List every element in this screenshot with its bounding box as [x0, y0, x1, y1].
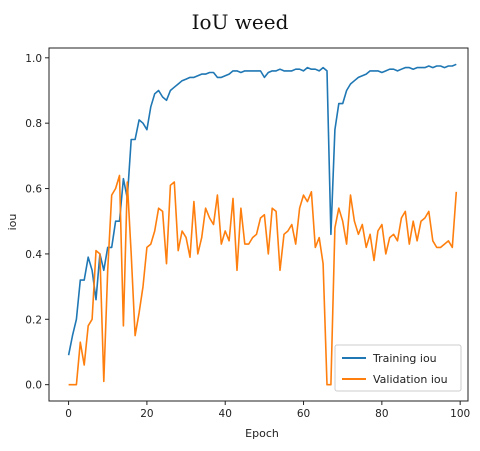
legend-label-training: Training iou: [372, 352, 437, 365]
y-tick-label: 0.8: [25, 118, 42, 130]
series-line-validation-iou: [68, 174, 458, 386]
y-tick-label: 0.2: [25, 314, 42, 326]
y-tick-label: 0.6: [25, 184, 42, 196]
series-line-training-iou: [67, 63, 457, 356]
x-tick-label: 40: [219, 408, 232, 420]
x-tick-label: 0: [65, 408, 72, 420]
y-tick-label: 0.0: [25, 380, 42, 392]
x-tick-label: 20: [140, 408, 153, 420]
plot-frame: [48, 47, 469, 402]
y-axis-label: iou: [6, 214, 19, 231]
legend-box: [334, 344, 462, 392]
x-tick-label: 100: [450, 408, 470, 420]
x-tick-label: 80: [375, 408, 388, 420]
chart-title: IoU weed: [191, 10, 289, 34]
y-tick-label: 0.4: [25, 249, 42, 261]
legend: Training iou Validation iou: [334, 344, 462, 392]
x-tick-label: 60: [297, 408, 310, 420]
x-axis-label: Epoch: [245, 427, 279, 440]
y-tick-label: 1.0: [25, 53, 42, 65]
legend-label-validation: Validation iou: [373, 373, 448, 386]
